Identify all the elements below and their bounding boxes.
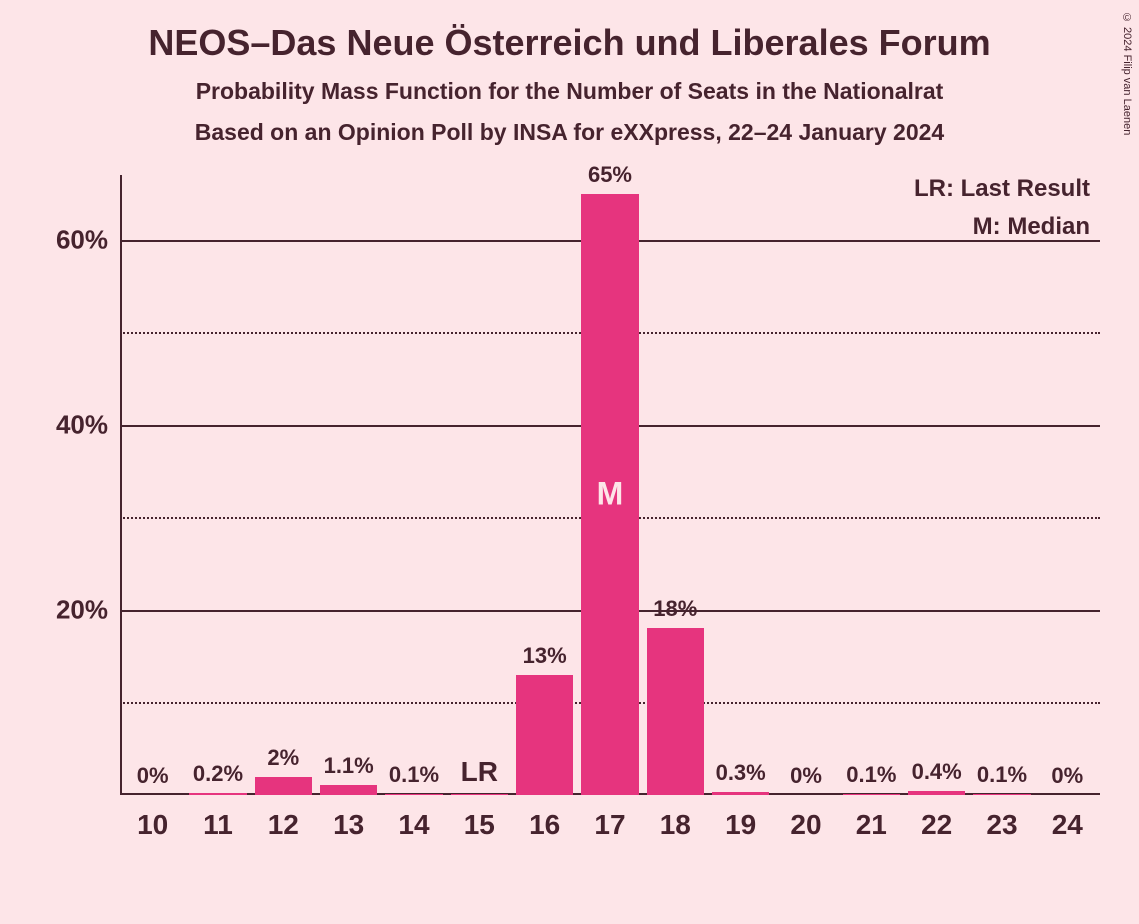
bar-value-label: 0.1% — [846, 762, 896, 788]
x-tick-label: 22 — [921, 809, 952, 841]
y-tick-label: 40% — [56, 409, 120, 440]
bar-value-label: 0% — [137, 763, 169, 789]
bar — [516, 675, 574, 795]
bar — [451, 794, 509, 795]
copyright-text: © 2024 Filip van Laenen — [1121, 12, 1133, 135]
x-tick-label: 24 — [1052, 809, 1083, 841]
chart-subtitle-1: Probability Mass Function for the Number… — [0, 78, 1139, 105]
bar — [973, 794, 1031, 795]
x-tick-label: 13 — [333, 809, 364, 841]
plot-area: LR: Last Result M: Median 20%40%60%0%100… — [120, 175, 1100, 795]
lr-marker: LR — [461, 756, 498, 788]
bar — [843, 794, 901, 795]
bar-value-label: 0.4% — [912, 759, 962, 785]
x-tick-label: 12 — [268, 809, 299, 841]
bar-value-label: 0.2% — [193, 761, 243, 787]
x-tick-label: 17 — [594, 809, 625, 841]
bar-value-label: 13% — [523, 643, 567, 669]
bar-value-label: 0.3% — [716, 760, 766, 786]
x-tick-label: 10 — [137, 809, 168, 841]
bar-slot: 0%20 — [773, 175, 838, 795]
y-tick-label: 60% — [56, 224, 120, 255]
bar — [189, 793, 247, 795]
bar-slot: 2%12 — [251, 175, 316, 795]
bar-slot: 0.3%19 — [708, 175, 773, 795]
x-tick-label: 14 — [398, 809, 429, 841]
bar-value-label: 1.1% — [324, 753, 374, 779]
x-tick-label: 16 — [529, 809, 560, 841]
bar-value-label: 2% — [267, 745, 299, 771]
bar-slot: LR15 — [447, 175, 512, 795]
bar-slot: 0%10 — [120, 175, 185, 795]
bar — [320, 785, 378, 795]
median-marker: M — [597, 476, 624, 513]
x-tick-label: 20 — [790, 809, 821, 841]
bar-slot: 13%16 — [512, 175, 577, 795]
bar-value-label: 0% — [1051, 763, 1083, 789]
bar-value-label: 65% — [588, 162, 632, 188]
x-tick-label: 15 — [464, 809, 495, 841]
bar-slot: 0.2%11 — [185, 175, 250, 795]
bar-slot: 0%24 — [1035, 175, 1100, 795]
bar-slot: 0.1%14 — [381, 175, 446, 795]
bar-slot: 0.4%22 — [904, 175, 969, 795]
bar — [385, 794, 443, 795]
bar-slot: 18%18 — [643, 175, 708, 795]
bar-value-label: 0% — [790, 763, 822, 789]
x-tick-label: 23 — [986, 809, 1017, 841]
bar-value-label: 0.1% — [389, 762, 439, 788]
bar-value-label: 18% — [653, 596, 697, 622]
bar-slot: 0.1%21 — [839, 175, 904, 795]
x-tick-label: 19 — [725, 809, 756, 841]
bar — [908, 791, 966, 795]
chart-subtitle-2: Based on an Opinion Poll by INSA for eXX… — [0, 119, 1139, 146]
chart-title: NEOS–Das Neue Österreich und Liberales F… — [0, 0, 1139, 64]
bar: M — [581, 194, 639, 795]
bar-slot: 1.1%13 — [316, 175, 381, 795]
chart-area: LR: Last Result M: Median 20%40%60%0%100… — [40, 175, 1110, 855]
x-tick-label: 18 — [660, 809, 691, 841]
bar — [255, 777, 313, 796]
x-tick-label: 11 — [203, 809, 233, 841]
bar-slot: 0.1%23 — [969, 175, 1034, 795]
bar — [712, 792, 770, 795]
bar-value-label: 0.1% — [977, 762, 1027, 788]
bar — [647, 628, 705, 795]
bar-slot: M65%17 — [577, 175, 642, 795]
y-tick-label: 20% — [56, 594, 120, 625]
x-tick-label: 21 — [856, 809, 887, 841]
